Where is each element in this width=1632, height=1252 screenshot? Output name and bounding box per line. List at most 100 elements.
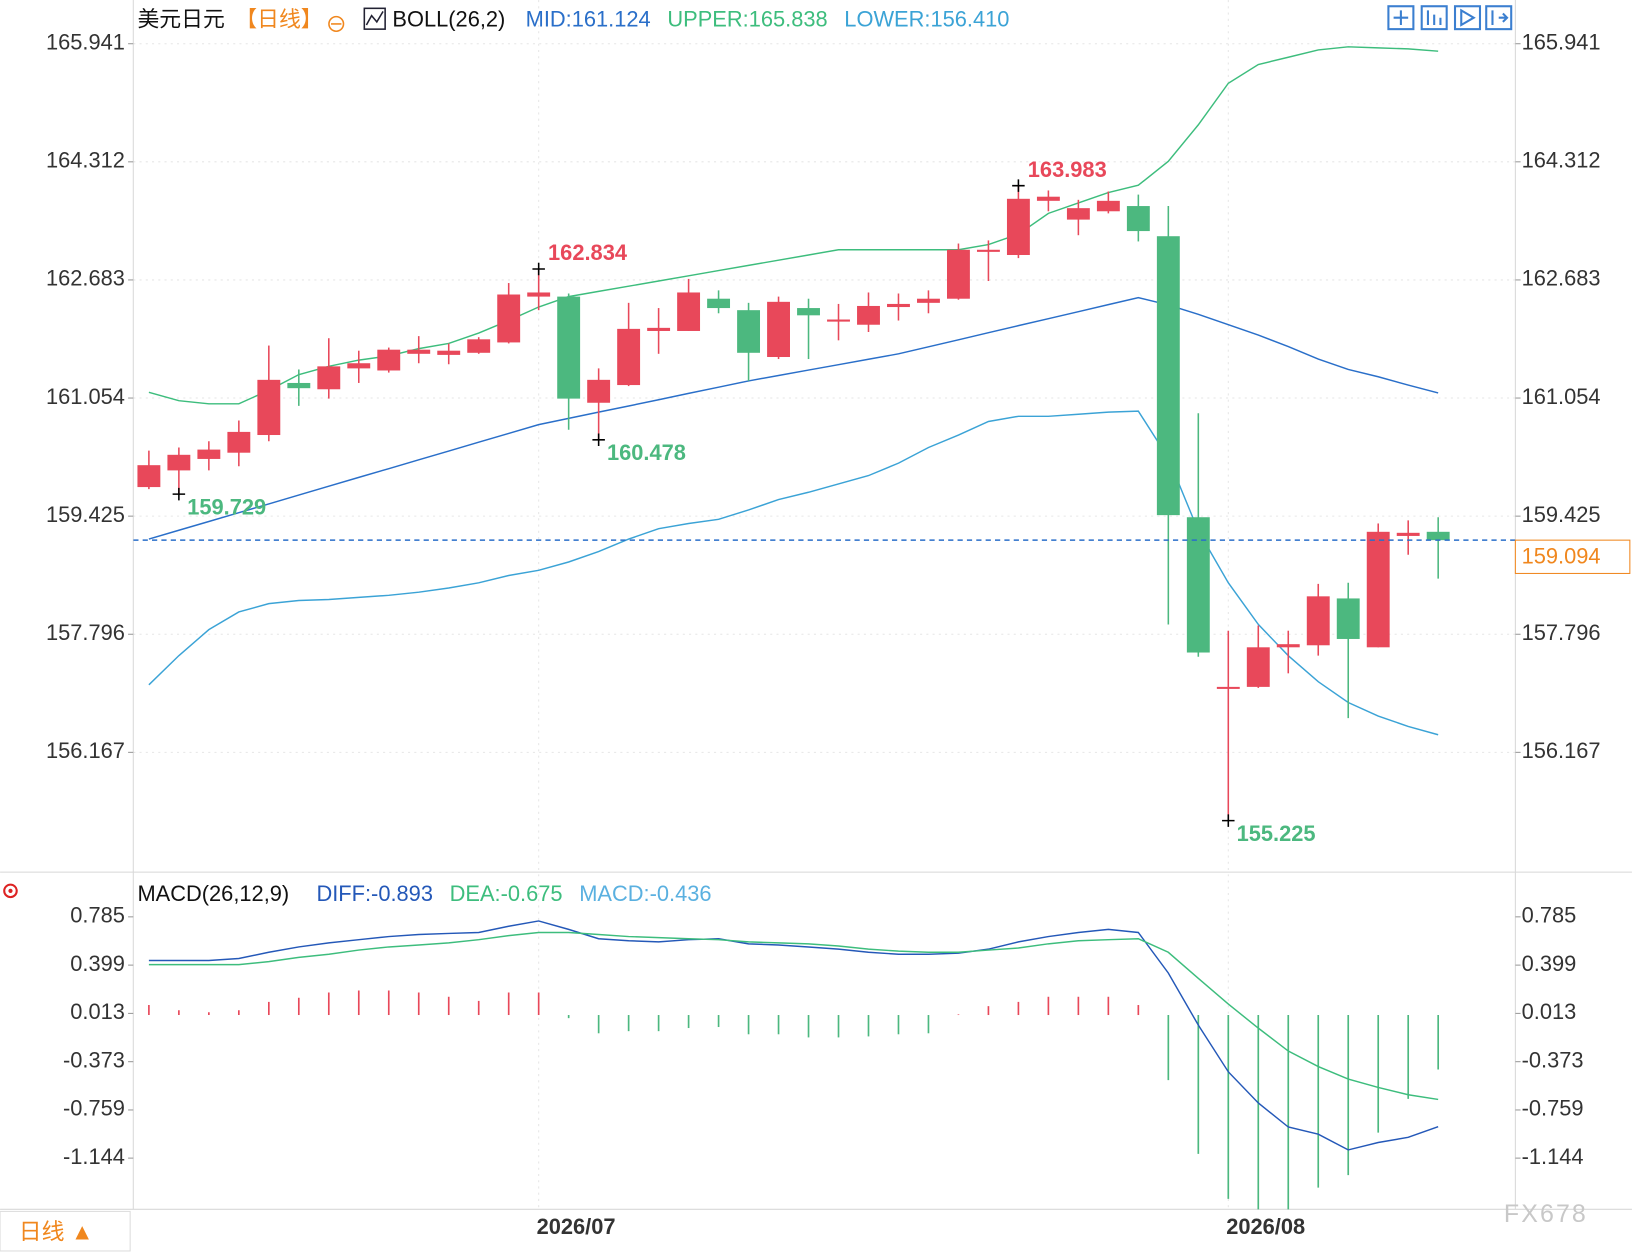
toolbar-button[interactable] [1453, 5, 1482, 31]
y-tick-label-right: 156.167 [1522, 738, 1601, 763]
candle-body [197, 449, 221, 459]
candle-body [257, 379, 281, 436]
last-price-box [1514, 539, 1631, 574]
y-tick-label-right: 157.796 [1522, 620, 1601, 645]
last-price-label: 159.094 [1522, 544, 1601, 569]
candle-body [1186, 517, 1210, 653]
y-tick-label-right: -1.144 [1522, 1144, 1584, 1169]
candle-body [287, 382, 311, 389]
candle-body [976, 249, 1000, 252]
price-panel [133, 0, 1516, 873]
symbol-title: 美元日元 [137, 7, 224, 32]
y-tick-label-right: -0.759 [1522, 1096, 1584, 1121]
candle-body [1246, 647, 1270, 687]
candle-body [467, 339, 491, 353]
toolbar-button[interactable] [1485, 5, 1513, 31]
legend-entry: DEA:-0.675 [450, 881, 563, 906]
candle-body [1366, 531, 1390, 648]
candle-body [1426, 531, 1450, 541]
candle-body [437, 350, 461, 355]
legend-entry: MID:161.124 [526, 7, 651, 32]
macd-settings-icon[interactable] [3, 883, 18, 899]
macd-title: MACD(26,12,9) [137, 881, 289, 906]
y-tick-label-left: 161.054 [46, 384, 125, 409]
y-tick-label-left: -0.373 [63, 1047, 125, 1072]
legend-entry: UPPER:165.838 [667, 7, 827, 32]
candle-body [167, 454, 191, 471]
candle-body [707, 298, 731, 309]
y-tick-label-right: 165.941 [1522, 29, 1601, 54]
candle-body [946, 249, 970, 299]
y-tick-label-left: 164.312 [46, 148, 125, 173]
legend-entry: LOWER:156.410 [844, 7, 1009, 32]
candle-body [1276, 644, 1300, 648]
candle-body [227, 431, 251, 453]
high-marker [1012, 179, 1025, 192]
candle-body [617, 328, 641, 386]
candle-body [1066, 208, 1090, 220]
candle-body [1336, 598, 1360, 639]
toolbar [1387, 5, 1513, 31]
period-icon[interactable] [328, 15, 345, 33]
candle-body [647, 327, 671, 331]
y-tick-label-right: 161.054 [1522, 384, 1601, 409]
candle-body [857, 305, 880, 325]
candle-body [677, 292, 701, 331]
macd-settings-icon-dot [8, 888, 13, 893]
legend-entry: DIFF:-0.893 [316, 881, 433, 906]
period-tab-box[interactable] [0, 1210, 131, 1252]
x-tick-label: 2026/07 [537, 1214, 616, 1239]
boll-line [148, 410, 1439, 736]
candle-body [557, 296, 581, 399]
candle-body [887, 303, 910, 308]
macd-line [148, 931, 1439, 1101]
y-tick-label-left: 0.399 [70, 951, 125, 976]
candle-body [1126, 206, 1150, 232]
candle-body [827, 319, 850, 322]
candle-body [1156, 236, 1180, 516]
y-tick-label-left: 159.425 [46, 502, 125, 527]
candle-body [347, 363, 371, 369]
y-tick-label-left: -1.144 [63, 1144, 125, 1169]
y-tick-label-left: -0.759 [63, 1096, 125, 1121]
macd-panel [148, 874, 1440, 1210]
indicator-label: BOLL(26,2) [392, 7, 505, 32]
period-tab[interactable]: 日线 ▲ [19, 1218, 94, 1244]
boll-line [148, 296, 1439, 540]
legend-entry: MACD:-0.436 [579, 881, 711, 906]
candle-body [587, 379, 611, 403]
candle-body [1306, 596, 1330, 646]
candle-body [317, 366, 341, 390]
candle-body [917, 298, 940, 303]
low-label: 155.225 [1237, 821, 1316, 846]
candle-body [1216, 686, 1240, 689]
candle-body [797, 308, 820, 316]
y-tick-label-right: 164.312 [1522, 148, 1601, 173]
watermark: FX678 [1504, 1200, 1588, 1228]
candle-body [1096, 200, 1120, 212]
candle-body [1036, 196, 1060, 201]
y-tick-label-left: 0.785 [70, 903, 125, 928]
y-tick-label-right: -0.373 [1522, 1047, 1584, 1072]
indicator-icon-line [365, 11, 384, 26]
low-label: 159.729 [187, 494, 266, 519]
low-label: 160.478 [607, 440, 686, 465]
y-tick-label-right: 0.013 [1522, 999, 1577, 1024]
high-label: 163.983 [1028, 157, 1107, 182]
candle-body [497, 294, 521, 343]
y-tick-label-left: 0.013 [70, 999, 125, 1024]
indicator-icon[interactable] [363, 7, 386, 30]
period-label[interactable]: 【日线】 [235, 7, 322, 32]
low-marker [172, 487, 186, 501]
high-label: 162.834 [548, 240, 628, 265]
toolbar-glyphs [1393, 8, 1509, 27]
toolbar-button[interactable] [1420, 5, 1448, 31]
y-tick-label-left: 157.796 [46, 620, 125, 645]
macd-line [148, 920, 1439, 1151]
toolbar-button[interactable] [1387, 5, 1415, 31]
y-tick-label-left: 162.683 [46, 266, 125, 291]
candle-body [1006, 198, 1030, 255]
